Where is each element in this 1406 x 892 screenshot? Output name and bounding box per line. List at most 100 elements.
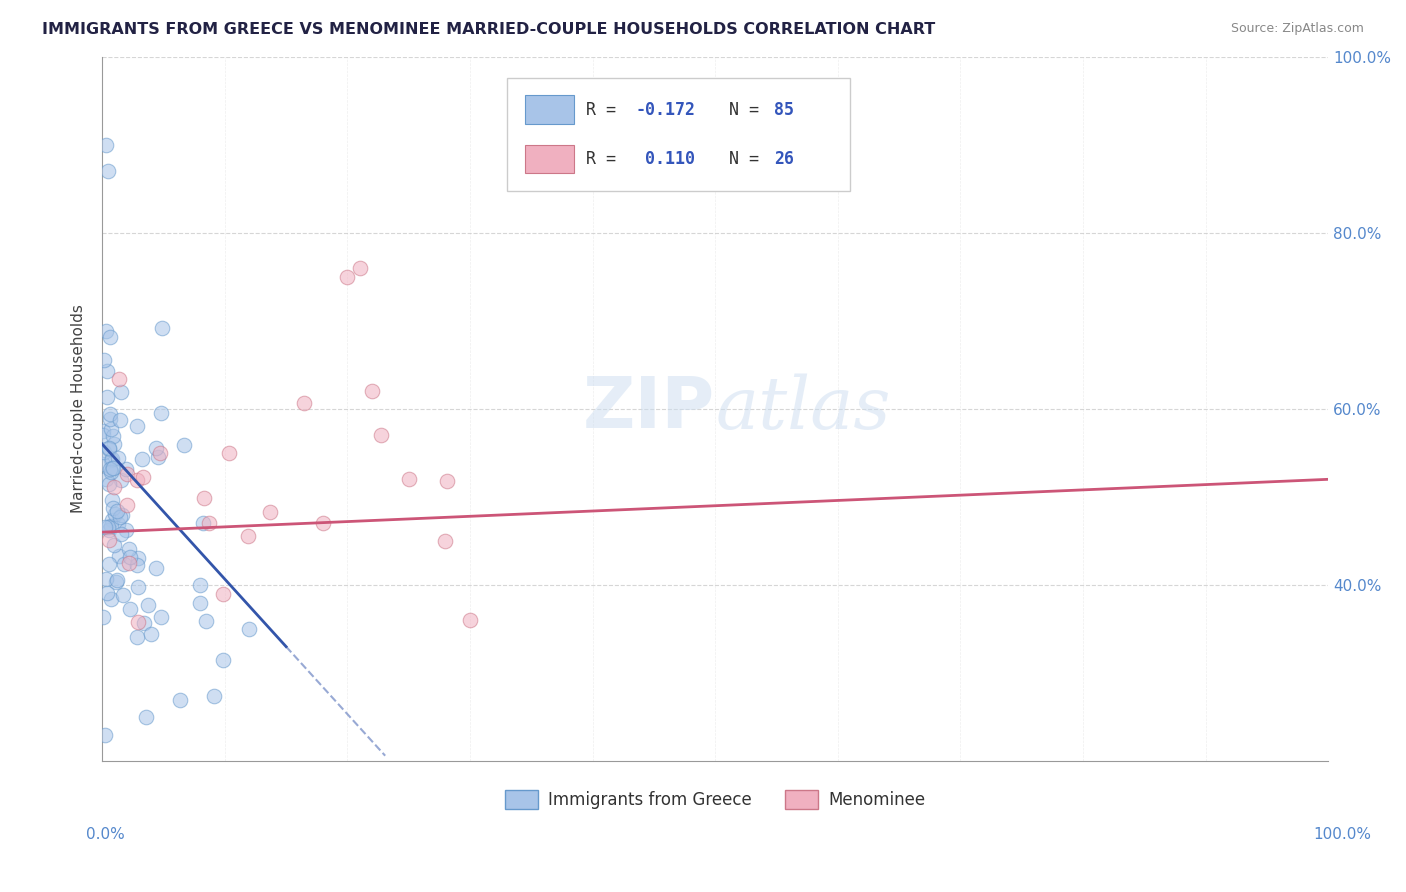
- Point: [101, 429, 124, 443]
- Point: [93, 352, 115, 367]
- Point: [101, 460, 124, 475]
- Point: [458, 613, 481, 627]
- Point: [148, 450, 170, 465]
- Point: [218, 445, 240, 459]
- Point: [336, 269, 359, 284]
- Point: [91, 428, 114, 442]
- Point: [96, 363, 118, 377]
- Point: [107, 450, 129, 465]
- Point: [398, 472, 420, 486]
- Point: [94, 520, 117, 534]
- Point: [94, 471, 117, 485]
- Point: [132, 616, 155, 631]
- Text: 26: 26: [775, 150, 794, 168]
- Point: [98, 442, 121, 456]
- Point: [93, 444, 115, 458]
- Text: atlas: atlas: [716, 374, 890, 444]
- Point: [259, 505, 281, 519]
- Text: IMMIGRANTS FROM GREECE VS MENOMINEE MARRIED-COUPLE HOUSEHOLDS CORRELATION CHART: IMMIGRANTS FROM GREECE VS MENOMINEE MARR…: [42, 22, 935, 37]
- Text: -0.172: -0.172: [636, 101, 696, 119]
- Point: [104, 507, 127, 521]
- Point: [127, 580, 149, 594]
- Point: [212, 652, 235, 666]
- Point: [97, 164, 120, 178]
- Point: [98, 524, 121, 538]
- Point: [97, 533, 120, 547]
- Y-axis label: Married-couple Households: Married-couple Households: [72, 304, 86, 513]
- Text: ZIP: ZIP: [583, 375, 716, 443]
- Point: [110, 510, 132, 524]
- Point: [150, 610, 173, 624]
- Point: [100, 591, 122, 606]
- Point: [127, 473, 149, 487]
- Point: [436, 474, 458, 488]
- Point: [193, 491, 215, 505]
- Point: [103, 538, 125, 552]
- Point: [110, 384, 132, 399]
- Point: [188, 578, 211, 592]
- Point: [145, 561, 167, 575]
- Point: [125, 558, 148, 573]
- Point: [169, 693, 191, 707]
- Point: [98, 408, 121, 422]
- Point: [127, 615, 149, 630]
- Point: [91, 610, 114, 624]
- Point: [98, 330, 121, 344]
- Point: [107, 372, 129, 386]
- Point: [202, 689, 225, 703]
- Point: [100, 452, 122, 467]
- Point: [101, 500, 124, 515]
- Point: [118, 602, 141, 616]
- Point: [150, 321, 173, 335]
- Point: [98, 558, 121, 572]
- Point: [101, 461, 124, 475]
- Point: [108, 549, 131, 563]
- Point: [145, 441, 167, 455]
- Point: [101, 513, 124, 527]
- Text: R =: R =: [586, 101, 627, 119]
- Legend: Immigrants from Greece, Menominee: Immigrants from Greece, Menominee: [498, 783, 932, 816]
- Point: [173, 437, 195, 451]
- Point: [100, 462, 122, 476]
- Point: [103, 480, 125, 494]
- Point: [136, 598, 159, 612]
- Point: [131, 451, 153, 466]
- Point: [108, 412, 131, 426]
- Point: [105, 504, 128, 518]
- Point: [100, 519, 122, 533]
- Point: [97, 441, 120, 455]
- Point: [97, 476, 120, 491]
- Point: [135, 709, 157, 723]
- Point: [97, 520, 120, 534]
- Point: [132, 470, 155, 484]
- Point: [149, 445, 172, 459]
- Point: [370, 427, 392, 442]
- Point: [292, 395, 315, 409]
- Point: [91, 424, 114, 438]
- Point: [96, 390, 118, 404]
- Point: [118, 550, 141, 565]
- Point: [127, 550, 149, 565]
- Point: [361, 384, 384, 399]
- Point: [212, 587, 235, 601]
- Point: [115, 462, 138, 476]
- Point: [104, 574, 127, 589]
- Text: N =: N =: [709, 101, 769, 119]
- Text: 100.0%: 100.0%: [1313, 827, 1372, 841]
- Text: 0.0%: 0.0%: [86, 827, 125, 841]
- Point: [188, 596, 211, 610]
- Point: [111, 508, 134, 522]
- Text: N =: N =: [709, 150, 769, 168]
- Text: R =: R =: [586, 150, 627, 168]
- Point: [105, 573, 128, 587]
- Point: [115, 524, 138, 538]
- Text: 85: 85: [775, 101, 794, 119]
- Text: Source: ZipAtlas.com: Source: ZipAtlas.com: [1230, 22, 1364, 36]
- Point: [198, 516, 221, 531]
- Point: [236, 529, 259, 543]
- Point: [112, 557, 135, 571]
- Point: [349, 260, 371, 275]
- Text: 0.110: 0.110: [636, 150, 696, 168]
- Point: [94, 573, 117, 587]
- Point: [96, 585, 118, 599]
